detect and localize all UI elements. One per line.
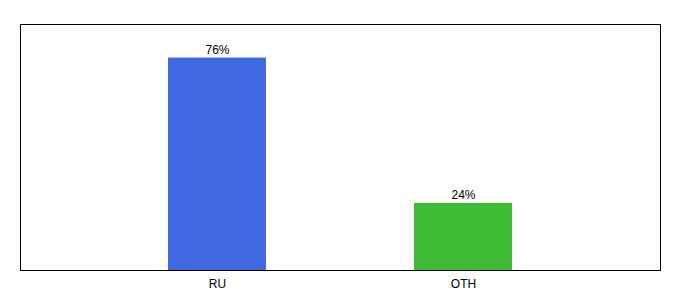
svg-text:OTH: OTH xyxy=(451,277,476,291)
svg-text:76%: 76% xyxy=(205,43,229,57)
svg-text:RU: RU xyxy=(209,277,226,291)
svg-text:24%: 24% xyxy=(451,188,475,202)
